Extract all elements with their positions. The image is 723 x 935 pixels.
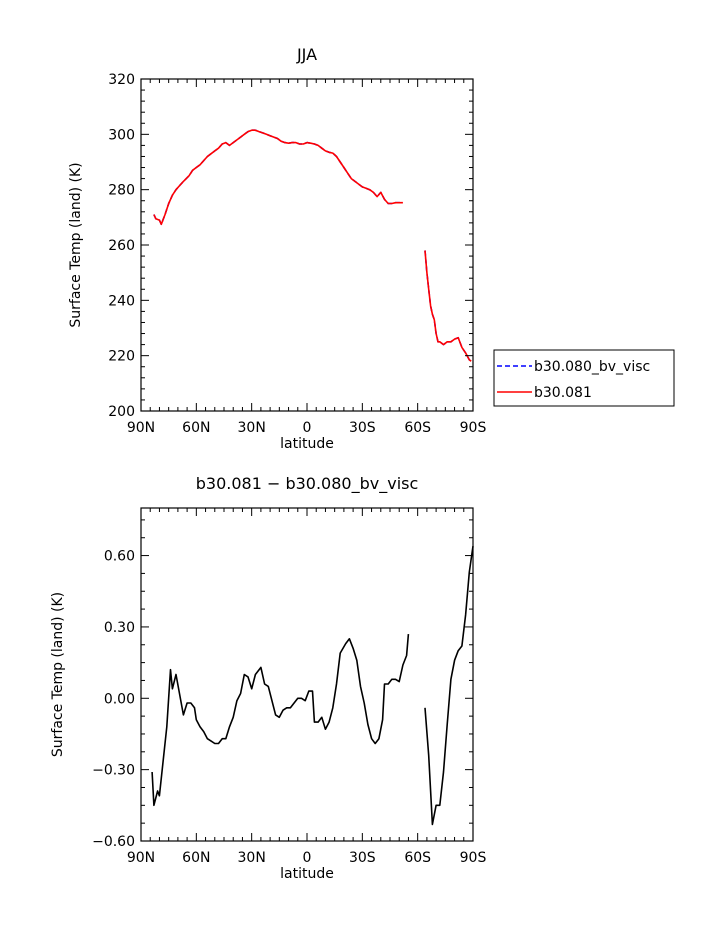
x-tick-label: 90S (460, 850, 487, 866)
series-line-1-segment-1 (153, 129, 403, 226)
y-tick-label: 280 (108, 183, 135, 199)
y-tick-label: 300 (108, 127, 135, 143)
series-line-1-segment-1 (151, 634, 410, 807)
x-tick-label: 30S (349, 420, 376, 436)
y-tick-label: 0.00 (104, 691, 135, 707)
x-axis-label: latitude (280, 866, 334, 882)
series-line-2-segment-2 (424, 250, 472, 362)
legend-label-2: b30.081 (534, 385, 592, 401)
y-tick-label: 0.60 (104, 549, 135, 565)
chart-panel-1: 90N 60N 30N 0 30S 60S 90S 200 220 240 260 280 300 320… (68, 45, 675, 452)
x-tick-label: 90S (460, 420, 487, 436)
x-tick-label: 60N (182, 420, 210, 436)
x-tick-label: 30N (238, 420, 266, 436)
legend: b30.080_bv_visc b30.081 (493, 349, 675, 407)
legend-box (493, 349, 675, 407)
x-tick-label: 90N (127, 850, 155, 866)
y-tick-label: 0.30 (104, 620, 135, 636)
y-tick-label: −0.60 (92, 834, 135, 850)
series-line-1-segment-2 (424, 250, 472, 362)
y-axis-label: Surface Temp (land) (K) (50, 592, 66, 757)
chart-title: JJA (296, 45, 317, 64)
x-tick-label: 30S (349, 850, 376, 866)
y-tick-label: 240 (108, 293, 135, 309)
y-tick-label: −0.30 (92, 763, 135, 779)
series-line-2-segment-1 (153, 129, 403, 226)
x-tick-label: 60N (182, 850, 210, 866)
series-line-1-segment-2 (424, 545, 474, 826)
x-tick-label: 60S (404, 850, 431, 866)
y-tick-label: 200 (108, 404, 135, 420)
x-axis-label: latitude (280, 436, 334, 452)
y-tick-label: 260 (108, 238, 135, 254)
chart-title: b30.081 − b30.080_bv_visc (196, 474, 419, 494)
legend-label-1: b30.080_bv_visc (534, 359, 650, 375)
y-tick-label: 320 (108, 72, 135, 88)
x-tick-label: 90N (127, 420, 155, 436)
plot-frame (140, 78, 474, 412)
x-tick-label: 0 (303, 420, 312, 436)
x-tick-label: 60S (404, 420, 431, 436)
x-tick-label: 30N (238, 850, 266, 866)
x-tick-label: 0 (303, 850, 312, 866)
chart-panel-2: 90N 60N 30N 0 30S 60S 90S −0.60 −0.30 0.00 0.30 0.6… (50, 474, 486, 882)
y-axis-label: Surface Temp (land) (K) (68, 162, 84, 327)
plot-frame (140, 507, 474, 842)
y-tick-label: 220 (108, 349, 135, 365)
